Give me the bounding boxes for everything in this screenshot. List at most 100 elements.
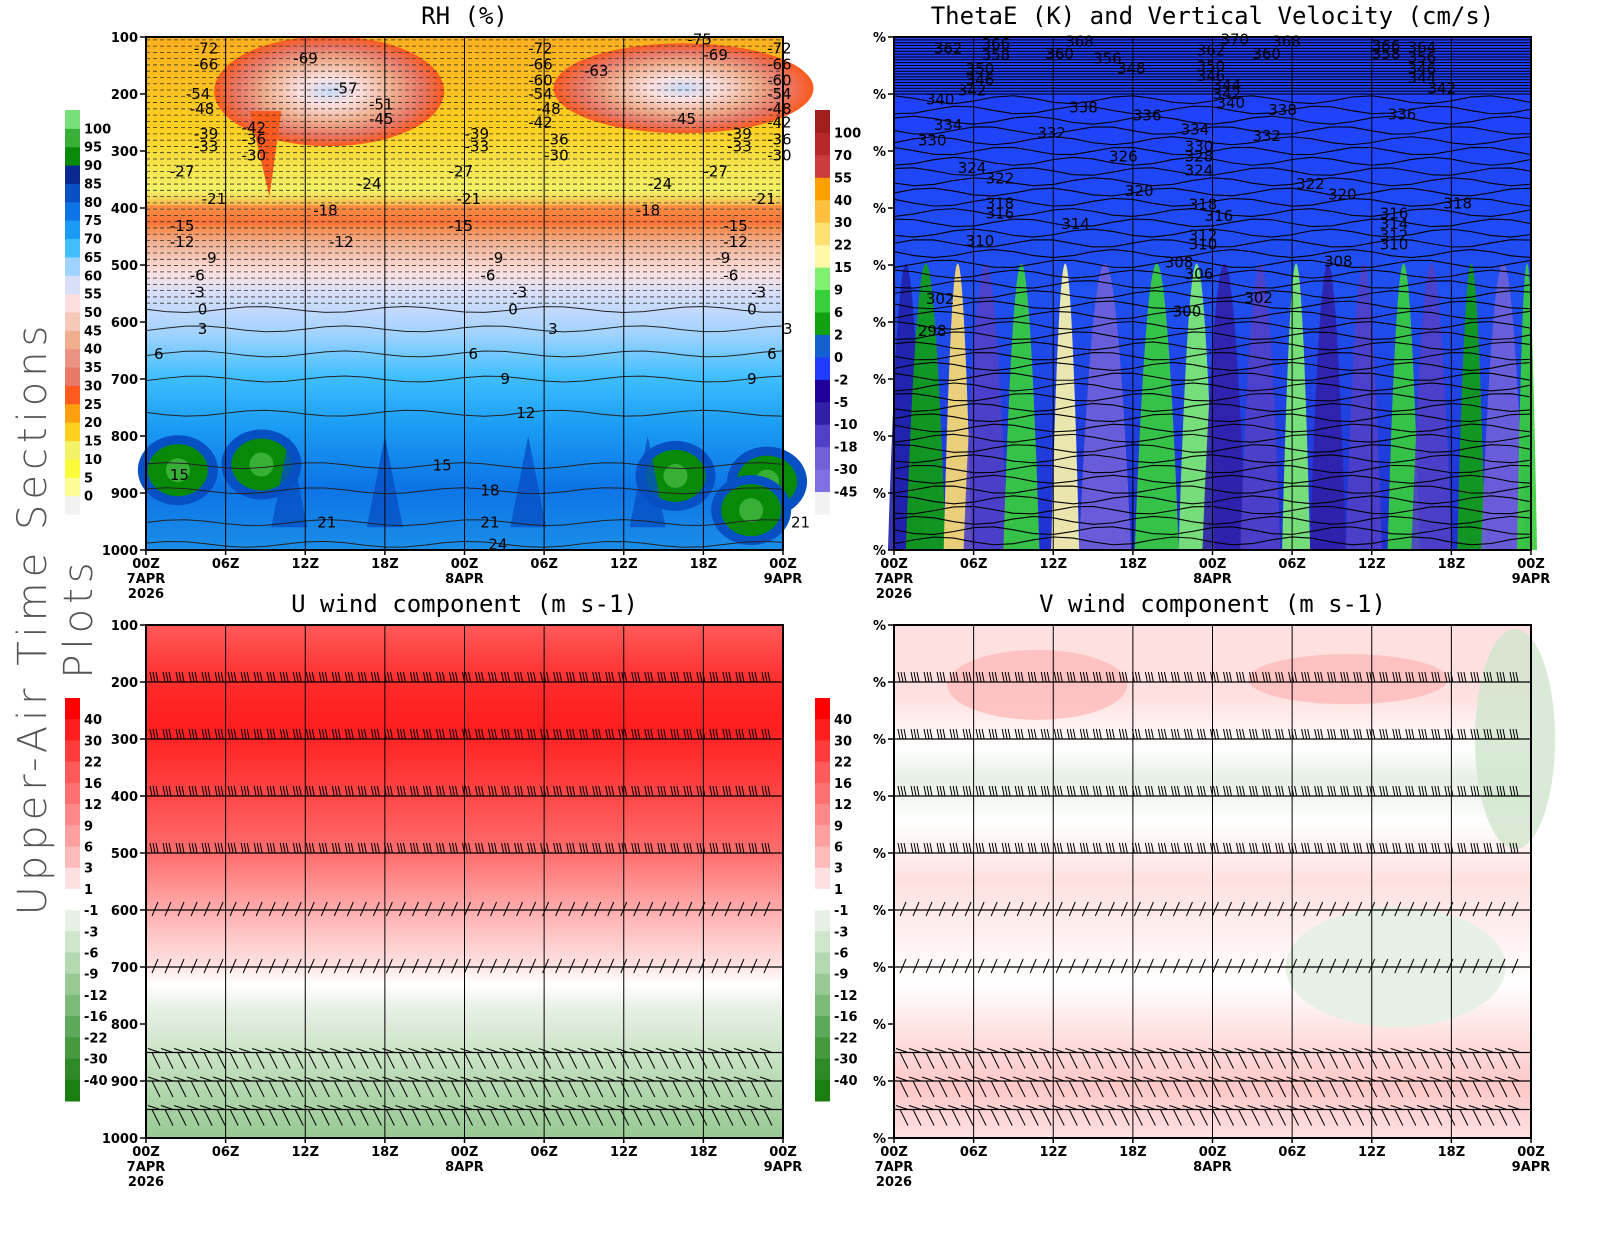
colorbar-label: 60 <box>84 269 102 284</box>
wind-barb <box>746 1048 760 1069</box>
contour-label: -60 <box>528 71 553 89</box>
contour-label: -60 <box>767 71 792 89</box>
colorbar-swatch <box>65 931 80 954</box>
wind-barb <box>748 842 758 854</box>
contour-label: -30 <box>544 147 569 165</box>
wind-barb <box>1405 728 1415 740</box>
wind-barb <box>447 1076 460 1098</box>
wind-barb <box>1509 785 1519 797</box>
wind-barb <box>1262 842 1272 854</box>
colorbar-label: 95 <box>84 141 102 156</box>
wind-barb <box>331 785 341 797</box>
wind-barb <box>1262 785 1272 797</box>
wind-barb <box>227 785 237 797</box>
wind-barb <box>294 901 302 917</box>
colorbar-label: 5 <box>84 471 93 486</box>
wind-barb <box>501 785 511 797</box>
wind-barb <box>1301 842 1311 854</box>
wind-barb <box>668 1105 682 1126</box>
wind-barb <box>279 842 289 854</box>
wind-barb <box>1431 728 1441 740</box>
x-date-label: 8APR <box>445 572 484 587</box>
wind-barb <box>555 901 563 917</box>
contour-label: -72 <box>528 39 553 57</box>
contour-label: -33 <box>194 137 219 155</box>
wind-barb <box>1053 842 1063 854</box>
wind-barb <box>203 901 211 917</box>
wind-barb <box>986 1105 1000 1126</box>
wind-barb <box>934 1076 948 1098</box>
x-tick-label: 18Z <box>1119 1145 1147 1160</box>
wind-barb <box>186 1076 200 1098</box>
wind-barb <box>1472 901 1480 917</box>
wind-barb <box>160 1076 174 1098</box>
wind-barb <box>655 1105 669 1126</box>
colorbar-label: 30 <box>84 734 102 749</box>
wind-barb <box>238 1048 252 1069</box>
x-tick-label: 06Z <box>960 557 988 572</box>
wind-barb <box>501 671 511 683</box>
wind-barb <box>960 1048 974 1069</box>
colorbar-label: 45 <box>84 324 102 339</box>
wind-barb <box>175 785 185 797</box>
wind-barb <box>977 958 985 974</box>
x-date-label: 7APR <box>875 1160 914 1175</box>
wind-barb <box>1418 671 1428 683</box>
wind-barb <box>590 1076 604 1098</box>
wind-barb <box>962 785 972 797</box>
wind-barb <box>421 1076 434 1098</box>
wind-barb <box>1390 1105 1404 1126</box>
wind-barb <box>1485 901 1493 917</box>
contour-label: 302 <box>926 290 955 308</box>
contour-label: 340 <box>926 91 955 109</box>
wind-barb <box>592 785 602 797</box>
wind-barb <box>1078 1076 1091 1098</box>
wind-barb <box>681 1076 695 1098</box>
wind-barb <box>1459 958 1467 974</box>
wind-barb <box>305 671 315 683</box>
wind-barb <box>151 901 159 917</box>
wind-barb <box>633 958 641 974</box>
contour-label: 358 <box>1372 45 1401 63</box>
colorbar-swatch <box>815 910 830 932</box>
wind-barb <box>409 728 419 740</box>
wind-barb <box>1078 1048 1091 1069</box>
wind-barb <box>240 671 250 683</box>
wind-barb <box>1144 728 1154 740</box>
contour-label: -6 <box>723 266 738 284</box>
wind-barb <box>1104 1105 1117 1126</box>
wind-barb <box>1390 1076 1404 1098</box>
panel-v_wind: V wind component (m s-1)%%%%%%%%%%00Z 06Z… <box>815 590 1556 1190</box>
contour-label: -27 <box>703 163 728 181</box>
wind-barb <box>409 842 419 854</box>
wind-barb <box>173 1105 187 1126</box>
wind-barb <box>475 728 485 740</box>
colorbar-swatch <box>815 177 830 201</box>
wind-barb <box>1052 1048 1065 1069</box>
wind-barb <box>1105 785 1115 797</box>
wind-barb <box>1094 958 1102 974</box>
wind-barb <box>486 1105 499 1126</box>
wind-barb <box>1013 1105 1026 1126</box>
wind-barb <box>1325 1105 1339 1126</box>
y-tick-label: 800 <box>111 1018 138 1033</box>
wind-barb <box>1079 728 1089 740</box>
wind-barb <box>330 1048 343 1069</box>
wind-barb <box>761 785 771 797</box>
wind-barb <box>190 901 198 917</box>
wind-barb <box>1234 1105 1247 1126</box>
wind-barb <box>1208 1048 1221 1069</box>
contour-label: 330 <box>918 132 947 150</box>
wind-barb <box>279 728 289 740</box>
wind-barb <box>1327 728 1337 740</box>
x-tick-label: 00Z <box>451 557 479 572</box>
wind-barb <box>1199 958 1206 974</box>
wind-barb <box>396 785 406 797</box>
contour-label: 322 <box>986 169 1015 187</box>
wind-barb <box>672 958 680 974</box>
colorbar-swatch <box>815 1037 830 1060</box>
wind-barb <box>451 958 458 974</box>
contour-label: 318 <box>1443 194 1472 212</box>
colorbar-label: -6 <box>84 947 98 962</box>
